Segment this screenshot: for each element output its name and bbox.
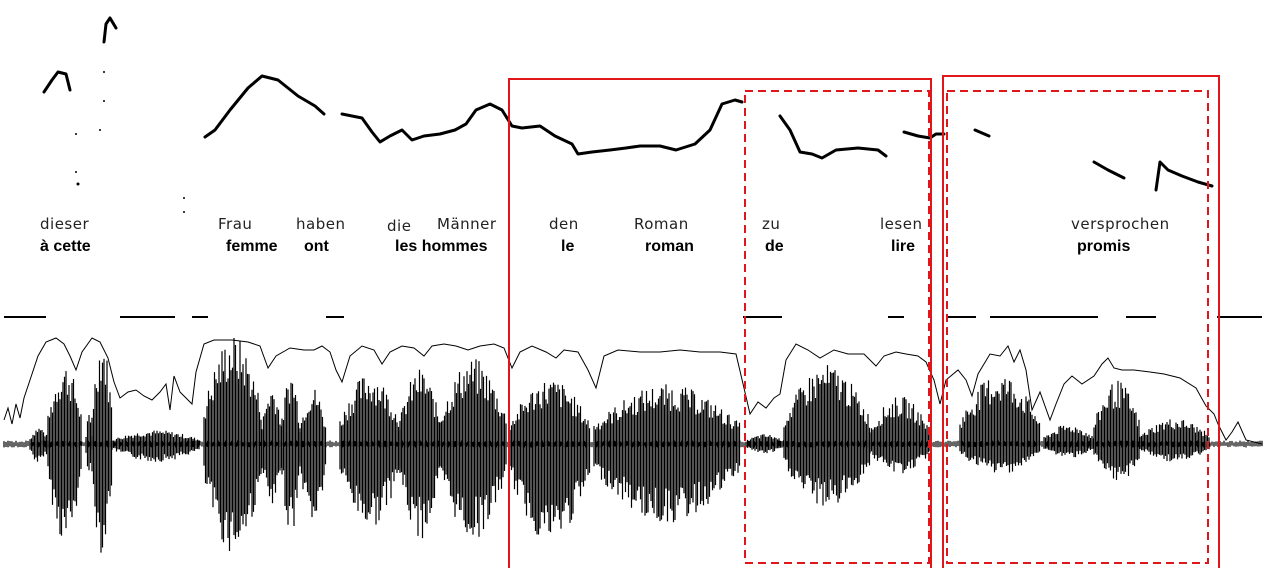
pitch-segment-5 bbox=[778, 114, 888, 160]
verb-box-solid bbox=[942, 75, 1220, 568]
clause-box-dashed bbox=[744, 90, 930, 564]
german-word: Frau bbox=[218, 215, 252, 233]
german-word: die bbox=[387, 217, 411, 235]
french-word: à cette bbox=[40, 238, 91, 255]
pitch-segment-1 bbox=[42, 70, 72, 94]
intensity-envelope bbox=[3, 337, 1263, 445]
french-word: femme bbox=[226, 238, 278, 255]
german-word: haben bbox=[296, 215, 345, 233]
pitch-dots bbox=[75, 71, 185, 213]
french-word-row: à cette femme ont les hommes le roman de… bbox=[40, 238, 1130, 255]
pitch-segment-6 bbox=[902, 130, 946, 140]
french-word: de bbox=[765, 238, 784, 255]
german-word: Männer bbox=[437, 215, 497, 233]
pitch-segment-7 bbox=[973, 128, 991, 138]
pitch-contour bbox=[42, 16, 1214, 192]
german-word: versprochen bbox=[1071, 215, 1170, 233]
french-word: lire bbox=[891, 238, 915, 255]
pitch-segment-8 bbox=[1092, 160, 1126, 180]
speech-waveform bbox=[3, 338, 1263, 553]
german-word: lesen bbox=[880, 215, 922, 233]
verb-box-dashed bbox=[946, 90, 1209, 564]
french-word: le bbox=[561, 238, 574, 255]
german-word: zu bbox=[762, 215, 780, 233]
french-word: roman bbox=[645, 238, 694, 255]
pitch-segment-3 bbox=[203, 74, 326, 139]
german-word-row: dieser Frau haben die Männer den Roman z… bbox=[40, 215, 1170, 235]
pitch-segment-4 bbox=[340, 98, 744, 156]
french-word: ont bbox=[304, 238, 330, 255]
french-word: promis bbox=[1077, 238, 1130, 255]
german-word: den bbox=[549, 215, 579, 233]
german-word: Roman bbox=[634, 215, 689, 233]
pitch-segment-2 bbox=[102, 16, 118, 44]
clause-box-solid bbox=[508, 78, 932, 568]
pitch-segment-9 bbox=[1154, 160, 1214, 192]
french-word: les hommes bbox=[395, 238, 488, 255]
german-word: dieser bbox=[40, 215, 89, 233]
annotation-boxes bbox=[508, 75, 1220, 568]
